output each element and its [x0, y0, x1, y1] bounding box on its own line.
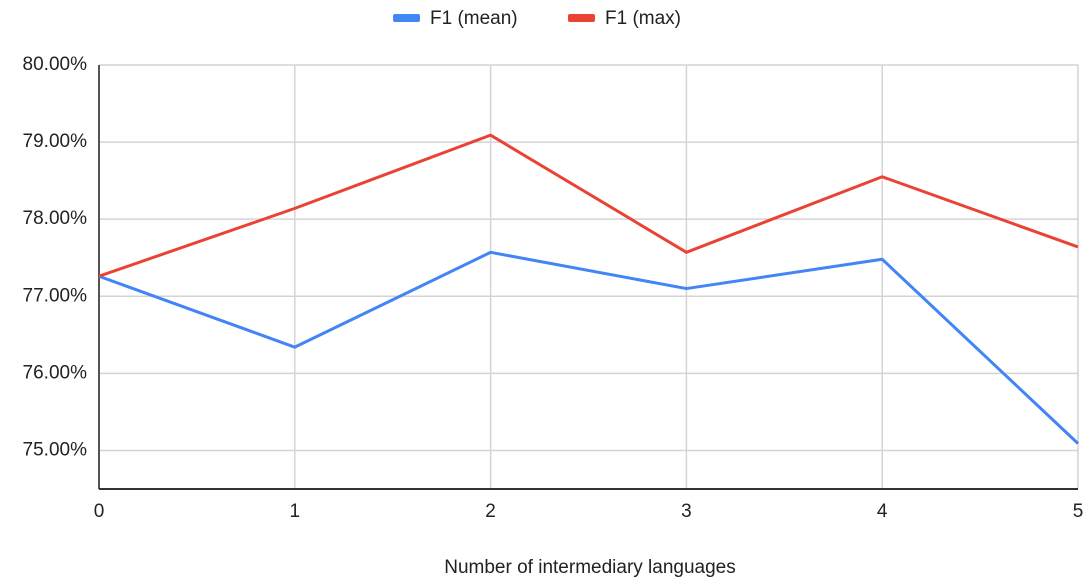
- x-tick-label: 1: [290, 501, 301, 522]
- y-tick-label: 76.00%: [23, 362, 88, 383]
- x-tick-label: 4: [877, 501, 888, 522]
- x-tick-label: 3: [681, 501, 692, 522]
- series-line: [98, 133, 1079, 278]
- legend-swatch: [568, 14, 595, 22]
- y-tick-label: 77.00%: [23, 285, 88, 306]
- x-tick-label: 5: [1073, 501, 1084, 522]
- y-tick-label: 75.00%: [23, 439, 88, 460]
- series-line: [98, 250, 1080, 445]
- y-tick-label: 79.00%: [23, 131, 88, 152]
- x-axis-title: Number of intermediary languages: [444, 557, 736, 578]
- x-tick-label: 0: [94, 501, 105, 522]
- legend-label: F1 (max): [605, 8, 681, 29]
- y-tick-label: 80.00%: [23, 54, 88, 75]
- y-tick-label: 78.00%: [23, 208, 88, 229]
- legend-label: F1 (mean): [430, 8, 518, 29]
- x-tick-label: 2: [485, 501, 496, 522]
- legend-swatch: [393, 14, 420, 22]
